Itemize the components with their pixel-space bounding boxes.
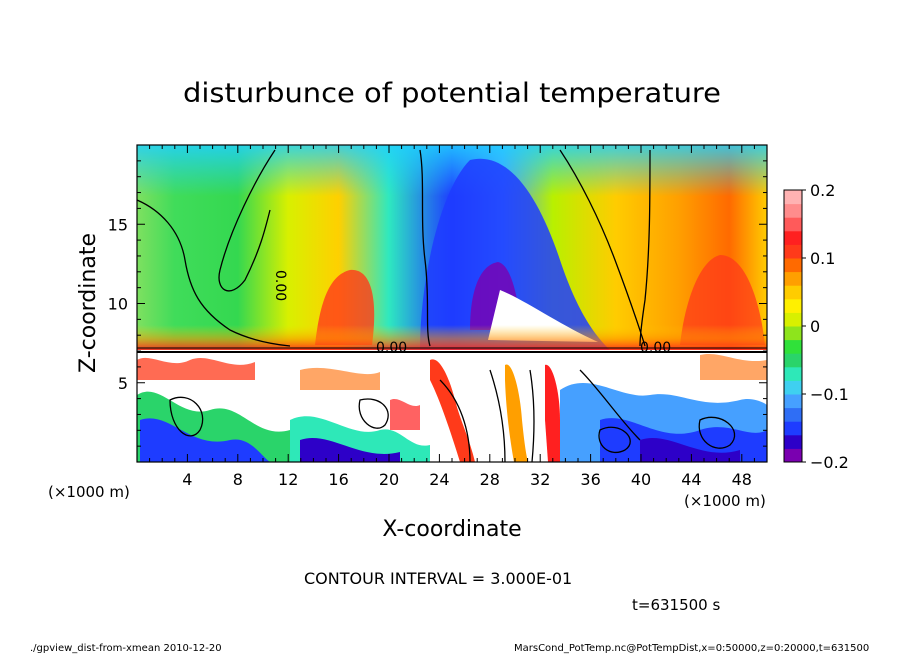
colorbar-swatch	[784, 394, 802, 409]
contour-interval: CONTOUR INTERVAL = 3.000E-01	[304, 569, 572, 588]
colorbar-swatch	[784, 312, 802, 327]
x-tick-label: 20	[379, 470, 399, 489]
colorbar-swatch	[784, 230, 802, 245]
x-tick-label: 36	[580, 470, 600, 489]
colorbar-swatch	[784, 353, 802, 368]
colorbar-swatch	[784, 380, 802, 395]
heatmap-field: 0.00 0.00 0.00	[137, 145, 767, 462]
colorbar-tick-label: 0.1	[810, 249, 835, 268]
inversion-layer	[137, 325, 767, 350]
contour-label: 0.00	[640, 340, 671, 356]
x-axis: 4 8 12 16 20 24 28 32 36 40 44 48	[149, 145, 755, 489]
colorbar-swatch	[784, 434, 802, 449]
x-tick-label: 44	[681, 470, 701, 489]
colorbar-swatch	[784, 448, 802, 463]
x-tick-label: 24	[429, 470, 449, 489]
x-unit-label-right: (×1000 m)	[684, 492, 766, 510]
x-tick-label: 48	[732, 470, 752, 489]
x-tick-label: 40	[631, 470, 651, 489]
x-tick-label: 8	[233, 470, 243, 489]
contour-label: 0.00	[376, 340, 407, 356]
y-axis-label: Z-coordinate	[76, 233, 101, 373]
x-unit-label-left: (×1000 m)	[48, 483, 130, 501]
colorbar-swatch	[784, 366, 802, 381]
colorbar-swatch	[784, 203, 802, 218]
x-axis-label: X-coordinate	[382, 517, 521, 542]
time-label: t=631500 s	[632, 596, 720, 614]
contour-label: 0.00	[272, 270, 288, 301]
colorbar-swatch	[784, 217, 802, 232]
colorbar-tick-label: −0.1	[810, 385, 849, 404]
colorbar-swatch	[784, 271, 802, 286]
colorbar-tick-label: −0.2	[810, 453, 849, 472]
lower-turbulence	[137, 353, 767, 462]
x-tick-label: 32	[530, 470, 550, 489]
colorbar-swatch	[784, 421, 802, 436]
chart-title: disturbunce of potential temperature	[183, 78, 721, 109]
y-axis: 5 10 15	[108, 160, 767, 447]
colorbar-tick-label: 0	[810, 317, 820, 336]
x-tick-label: 16	[328, 470, 348, 489]
x-tick-label: 12	[278, 470, 298, 489]
x-tick-label: 4	[182, 470, 192, 489]
x-tick-label: 28	[480, 470, 500, 489]
colorbar-swatch	[784, 285, 802, 300]
footer-left: ./gpview_dist-from-xmean 2010-12-20	[30, 643, 222, 654]
colorbar: 0.2 0.1 0 −0.1 −0.2	[783, 181, 849, 472]
contour-value-labels: 0.00 0.00 0.00	[272, 270, 671, 356]
colorbar-swatch	[784, 407, 802, 422]
footer-right: MarsCond_PotTemp.nc@PotTempDist,x=0:5000…	[514, 643, 869, 654]
y-tick-label: 10	[108, 295, 128, 314]
colorbar-swatch	[784, 298, 802, 313]
y-tick-label: 15	[108, 215, 128, 234]
colorbar-swatch	[784, 244, 802, 259]
contour-lines	[137, 149, 767, 462]
colorbar-swatch	[784, 258, 802, 273]
colorbar-tick-label: 0.2	[810, 181, 835, 200]
y-tick-label: 5	[118, 374, 128, 393]
red-blob-right	[680, 255, 765, 345]
blue-plume	[420, 158, 610, 350]
colorbar-swatch	[784, 190, 802, 205]
colorbar-swatch	[784, 339, 802, 354]
colorbar-swatch	[784, 326, 802, 341]
